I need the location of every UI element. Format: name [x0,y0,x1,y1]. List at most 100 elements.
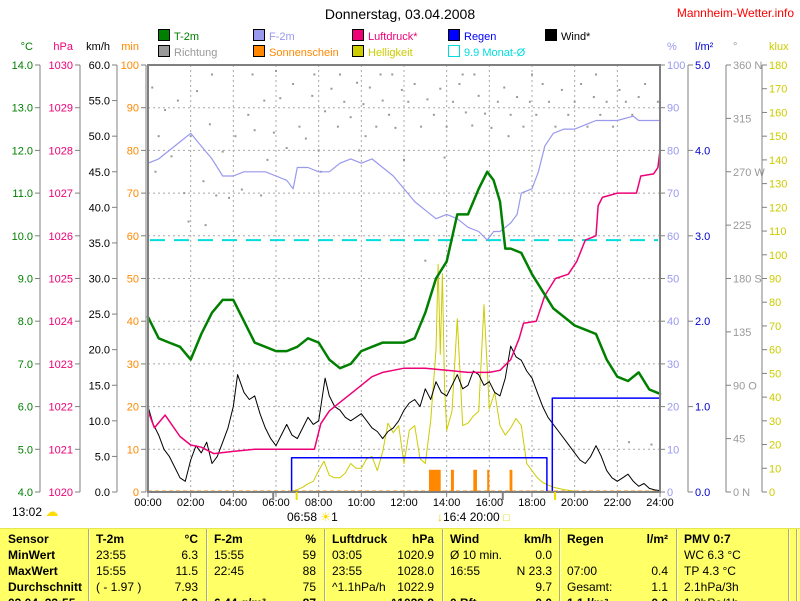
x-axis-label: 04:00 [220,497,248,509]
series-richtung-dot [560,88,563,91]
axis-tick-label: 1.0 [695,402,710,414]
axis-tick-label: 40 [769,392,781,404]
series-richtung-dot [461,73,464,76]
series-richtung-dot [535,113,538,116]
cell-value: 88 [302,564,316,578]
cell-text: 15:55 [214,548,245,562]
series-richtung-dot [599,113,602,116]
series-richtung-dot [313,73,316,76]
series-richtung-dot [170,155,173,158]
table-separator [324,529,326,601]
row-label: Sensor [8,532,49,546]
cell-text: Ø 10 min. [450,548,503,562]
pmv-cell: 1.8hPa/1h [684,596,739,601]
series-richtung-dot [650,443,653,446]
sunrise-info: 06:58 ☀1 [287,510,338,524]
series-sonnenschein-bar [473,469,477,492]
axis-tick-label: 315 [733,113,751,125]
cell-text: F-2m [214,532,243,546]
series-richtung-dot [400,88,403,91]
axis-unit-label: °C [21,41,33,53]
series-richtung-dot [228,196,231,199]
axis-tick-label: 40.0 [89,202,110,214]
series-richtung-dot [509,113,512,116]
series-richtung-dot [349,116,352,119]
axis-tick-label: 40 [127,316,139,328]
series-richtung-dot [215,194,218,197]
series-richtung-dot [507,135,510,138]
cell-text: 03:05 [332,548,363,562]
axis-tick-label: 80 [769,297,781,309]
cell-value: 0.4 [651,564,668,578]
table-separator [206,529,208,601]
axis-tick-label: 20 [127,402,139,414]
axis-tick-label: 15.0 [89,380,110,392]
legend-label: T-2m [174,31,200,43]
axis-tick-label: 4.0 [695,145,710,157]
cell-value: ^1029.9 [324,596,434,601]
cell-text: ( - 1.97 ) [96,580,142,594]
series-richtung-dot [381,99,384,102]
site-link[interactable]: Mannheim-Wetter.info [676,6,794,20]
cell-value: 7.93 [174,580,198,594]
table-separator [88,529,90,601]
x-axis-label: 06:00 [262,497,290,509]
cell-value: °C [184,532,198,546]
legend-label: Sonnenschein [269,47,339,59]
x-axis-label: 00:00 [134,497,162,509]
axis-tick-label: 30 [667,359,679,371]
axis-tick-label: 7.0 [18,359,33,371]
axis-tick-label: 5.0 [695,60,710,72]
series-richtung-dot [407,100,410,103]
series-richtung-dot [490,126,493,129]
axis-tick-label: 25.0 [89,309,110,321]
series-richtung-dot [541,82,544,85]
series-richtung-dot [336,125,339,128]
legend-swatch-icon [545,29,557,41]
axis-tick-label: 90 O [733,380,757,392]
axis-tick-label: 60 [769,345,781,357]
legend-swatch-icon [352,45,364,57]
current-time-label: 13:02 [12,505,43,519]
series-richtung-dot [157,135,160,138]
cell-value: 1.1 [651,580,668,594]
legend-item-sonnenschein: Sonnenschein [253,45,339,59]
series-richtung-dot [605,100,608,103]
axis-tick-label: 140 [769,155,787,167]
cell-text: 07:00 [567,564,598,578]
axis-tick-label: 10.0 [12,231,33,243]
cell-value: 0.0 [559,596,668,601]
series-richtung-dot [187,220,190,223]
axis-unit-label: hPa [53,41,73,53]
series-richtung-dot [260,194,263,197]
series-richtung-dot [388,113,391,116]
axis-tick-label: 60 [127,231,139,243]
series-richtung-dot [311,94,314,97]
series-richtung-dot [516,96,519,99]
series-richtung-dot [251,73,254,76]
series-richtung-dot [285,147,288,150]
series-f-2m [147,115,661,241]
axis-tick-label: 11.0 [12,188,33,200]
series-richtung-dot [484,112,487,115]
table-separator [676,529,678,601]
series-richtung-dot [253,129,256,132]
legend-label: Wind* [561,31,591,43]
axis-tick-label: 30 [127,359,139,371]
legend-label: F-2m [269,31,295,43]
x-axis-label: 14:00 [433,497,461,509]
axis-tick-label: 8.0 [18,316,33,328]
current-time: 13:02 ☁ [12,504,58,520]
row-label: MinWert [8,548,56,562]
series-richtung-dot [324,110,327,113]
axis-tick-label: 30.0 [89,274,110,286]
series-richtung-dot [637,96,640,99]
axis-tick-label: 170 [769,84,787,96]
axis-tick-label: 60 [667,231,679,243]
series-richtung-dot [183,192,186,195]
cell-value: 6.3 [88,596,198,601]
weather-chart: 00:00 02:00 04:00 06:00 08:00 10:00 12:00 14:00… [12,41,789,509]
x-axis-label: 22:00 [604,497,632,509]
axis-tick-label: 0 [769,487,775,499]
axis-tick-label: 10.0 [89,416,110,428]
